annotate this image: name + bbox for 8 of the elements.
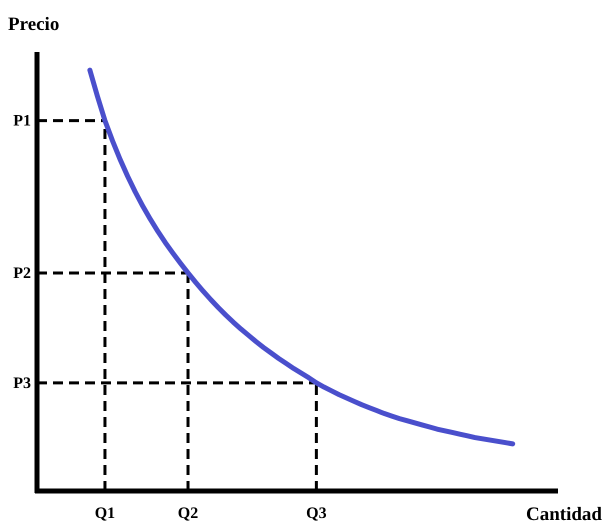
x-tick-label: Q2 — [178, 505, 198, 522]
ref-line-label: P3 — [13, 374, 31, 392]
x-axis-title: Cantidad — [526, 504, 602, 524]
x-tick-label: Q3 — [306, 505, 327, 522]
x-tick-label: Q1 — [94, 505, 116, 522]
ref-line-label: P2 — [13, 264, 31, 282]
y-axis-title: Precio — [8, 14, 60, 35]
ref-line-label: P1 — [13, 112, 31, 130]
